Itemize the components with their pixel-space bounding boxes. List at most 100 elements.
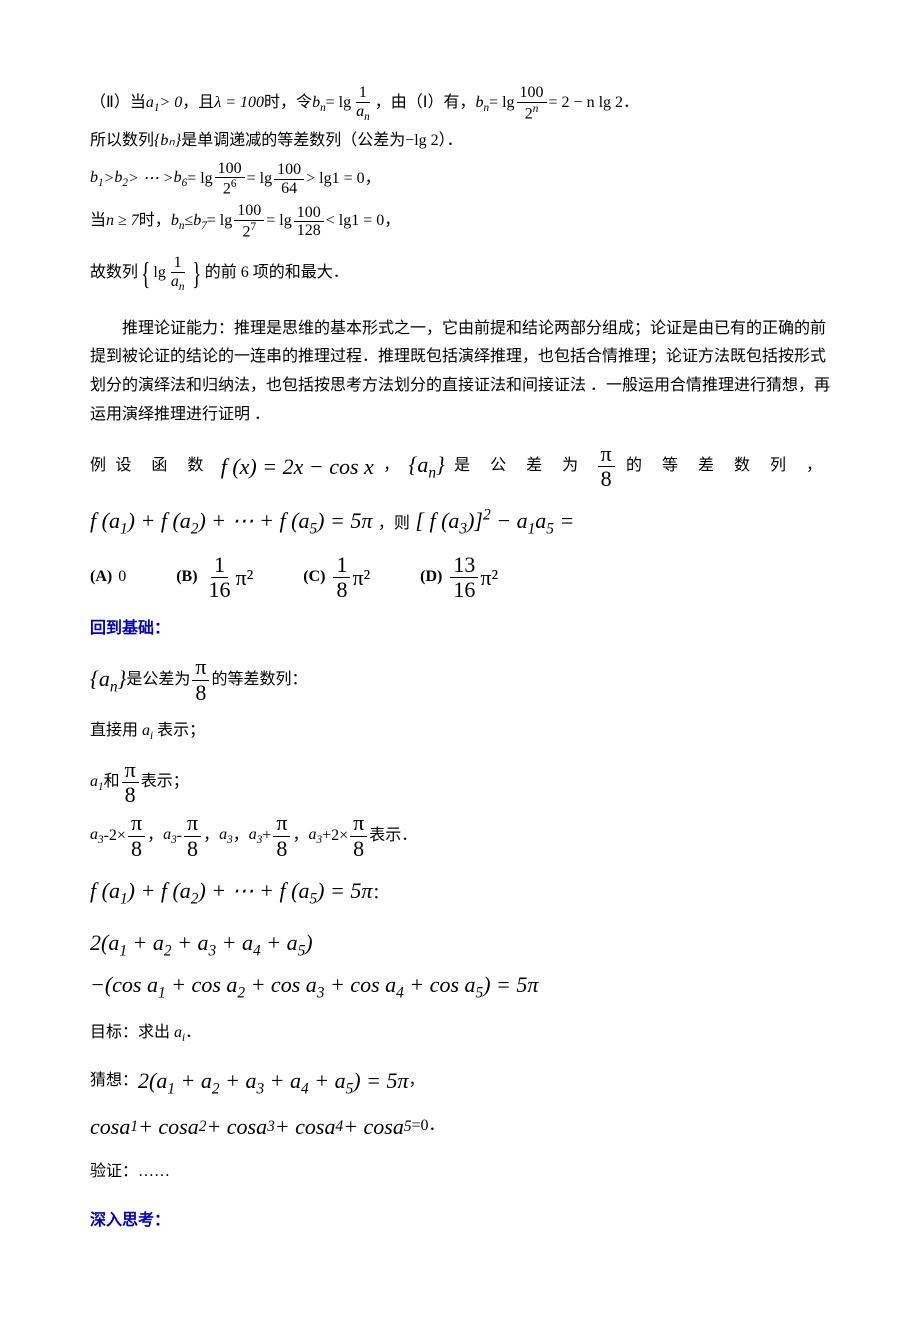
pi: π (598, 442, 615, 467)
direct: 直接用 ai 表示； (90, 717, 830, 746)
n100: 100 (517, 84, 547, 103)
d1: 8 (128, 837, 145, 861)
theory-para: 推理论证能力：推理是思维的基本形式之一，它由前提和结论两部分组成；论证是由已有的… (90, 315, 830, 430)
eq2: = lg (247, 165, 272, 194)
t: 所以数列 (90, 127, 154, 156)
de: 6 (231, 178, 237, 190)
t1: 设 函 数 (115, 452, 211, 481)
part2-label: （Ⅱ） (90, 89, 130, 118)
n2: π (184, 811, 201, 836)
ex-label: 例 (90, 452, 106, 481)
a1-pi8: a1 和 π8 表示； (90, 758, 830, 807)
choice-b: (B) 116 π² (176, 553, 253, 602)
n1: π (128, 811, 145, 836)
pre: 故数列 (90, 259, 138, 288)
fx: f (x) = 2x − cos x (221, 447, 374, 487)
n3: π (273, 811, 290, 836)
b: b (312, 94, 320, 111)
diff: −lg 2 (405, 127, 438, 156)
ds: π² (480, 558, 498, 598)
n4: π (350, 811, 367, 836)
by1: ，由（Ⅰ）有， (375, 89, 476, 118)
part2-line1: （Ⅱ） 当 a1 > 0 ，且 λ = 100 时，令 bn = lg 1an … (90, 84, 830, 123)
d8: 8 (598, 467, 615, 491)
p: ． (623, 89, 639, 118)
and: ，且 (182, 89, 214, 118)
therefore: 故数列 { lg 1an } 的前 6 项的和最大． (90, 245, 830, 303)
c1: ， (383, 452, 399, 481)
back-basics: 回到基础： (90, 615, 830, 644)
d2: 8 (184, 837, 201, 861)
expand1: 2(a1 + a2 + a3 + a4 + a5) (90, 923, 830, 965)
t: 表示； (141, 768, 189, 797)
so-seq: 所以数列 {bₙ} 是单调递减的等差数列（公差为 −lg 2 ）． (90, 127, 830, 156)
seq: {bₙ} (154, 127, 181, 156)
choice-c: (C) 18 π² (303, 553, 370, 602)
eqlg2: = lg (489, 89, 514, 118)
res: = 2 − n lg 2 (549, 89, 624, 118)
dd: 16 (450, 578, 478, 602)
eq0: =0． (412, 1112, 445, 1141)
lambda: λ = 100 (214, 89, 264, 118)
d2: 128 (294, 222, 324, 240)
t2: 是 公 差 为 (454, 452, 586, 481)
n1: 100 (234, 202, 264, 221)
then: ，则 (378, 515, 410, 532)
guess1: 猜想： 2(a1 + a2 + a3 + a4 + a5) = 5π ， (90, 1061, 830, 1103)
choice-a: (A) 0 (90, 553, 126, 602)
lg: lg (153, 259, 165, 288)
a: a (146, 94, 154, 111)
eq2: = lg (266, 207, 291, 236)
gc: ， (409, 1067, 425, 1096)
bn: 1 (211, 553, 228, 578)
cd: 8 (333, 578, 350, 602)
c: ， (365, 165, 381, 194)
bd: 16 (206, 578, 234, 602)
t1: 是公差为 (126, 666, 190, 695)
t3: 的 等 差 数 列 ， (626, 452, 830, 481)
n: π (122, 758, 139, 783)
cmp: > lg1 = 0 (306, 165, 365, 194)
deep-think: 深入思考： (90, 1207, 830, 1236)
cl: (C) (303, 563, 325, 592)
gt0: > 0 (160, 89, 183, 118)
expand2: −(cos a1 + cos a2 + cos a3 + cos a4 + co… (90, 965, 830, 1007)
cmp: < lg1 = 0 (326, 207, 385, 236)
dl: (D) (420, 563, 442, 592)
when: 时，令 (264, 89, 312, 118)
d: 8 (122, 783, 139, 807)
chain: b1 > b2 > ⋯ > b6 = lg 10026 = lg 10064 >… (90, 160, 830, 199)
av: 0 (118, 563, 126, 592)
al: (A) (90, 563, 112, 592)
example-line2: f (a1) + f (a2) + ⋯ + f (a5) = 5π ，则 [ f… (90, 501, 830, 543)
seq-def: {an} 是公差为 π8 的等差数列： (90, 655, 830, 704)
n: π (192, 655, 209, 680)
choice-d: (D) 1316 π² (420, 553, 498, 602)
d: 8 (192, 681, 209, 705)
eq: = lg (207, 207, 232, 236)
t: 当 (130, 89, 146, 118)
a3-list: a3-2× π8 ，a3- π8 ，a3，a3+ π8 ，a3+2× π8 表示… (90, 811, 830, 860)
sum-eq: f (a1) + f (a2) + ⋯ + f (a5) = 5π： (90, 871, 830, 913)
d4: 8 (350, 837, 367, 861)
d2: 2 (525, 105, 533, 122)
mid: 是单调递减的等差数列（公差为 (181, 127, 405, 156)
pre: 当 (90, 207, 106, 236)
t5: 表示． (369, 822, 417, 851)
suf: ）． (439, 127, 463, 156)
cn: 1 (333, 553, 350, 578)
bl: (B) (176, 563, 197, 592)
d2: 64 (278, 180, 300, 198)
n: 1 (171, 254, 185, 273)
verify: 验证：…… (90, 1158, 830, 1187)
d3: 8 (273, 837, 290, 861)
t2: 的等差数列： (211, 666, 307, 695)
n2: 100 (274, 161, 304, 180)
and: 和 (104, 768, 120, 797)
guess2: cos a1 + cos a2 + cos a3 + cos a4 + cos … (90, 1107, 830, 1147)
le: ≤ (184, 207, 193, 236)
w: 时， (139, 207, 171, 236)
n2: 100 (294, 204, 324, 223)
gl: 猜想： (90, 1067, 138, 1096)
bs: π² (236, 558, 254, 598)
